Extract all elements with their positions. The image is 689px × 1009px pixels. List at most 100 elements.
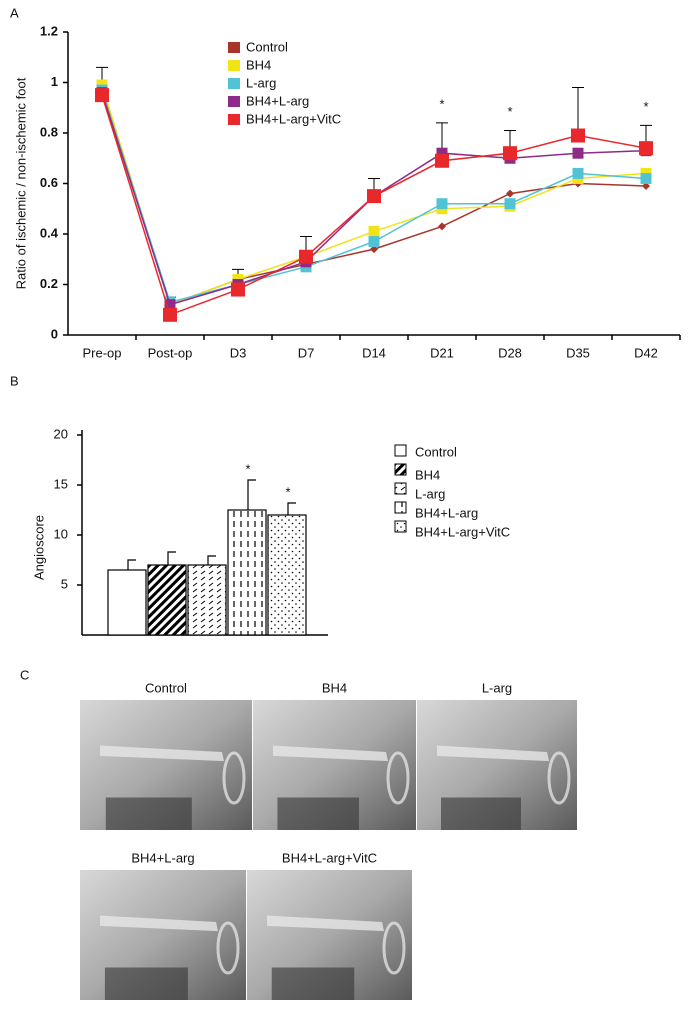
panel-label: B	[10, 373, 19, 388]
marker	[640, 172, 652, 184]
x-tick-label: Post-op	[148, 345, 193, 360]
legend-swatch	[228, 114, 240, 125]
error-bar	[207, 555, 216, 565]
legend-swatch	[394, 444, 407, 457]
marker	[95, 88, 109, 103]
marker	[438, 222, 446, 231]
legend-label: Control	[415, 444, 457, 459]
y-tick-label: 1	[51, 74, 58, 89]
y-tick-label: 0.2	[40, 276, 58, 291]
x-tick-label: Pre-op	[82, 345, 121, 360]
annotation: *	[285, 484, 290, 499]
legend-label: BH4+L-arg	[415, 505, 478, 520]
image-label: BH4+L-arg+VitC	[282, 850, 377, 865]
y-tick-label: 15	[54, 476, 68, 491]
joint	[547, 751, 571, 805]
bone	[100, 745, 224, 762]
bar	[187, 564, 227, 636]
legend-swatch	[228, 78, 240, 89]
marker	[231, 282, 245, 297]
y-tick-label: 20	[54, 426, 68, 441]
joint	[386, 751, 410, 805]
marker	[368, 236, 380, 248]
x-tick-label: D28	[498, 345, 522, 360]
marker	[572, 147, 584, 159]
marker	[435, 153, 449, 168]
legend-label: L-arg	[415, 486, 445, 501]
marker	[503, 146, 517, 161]
error-bar	[127, 559, 136, 570]
marker	[571, 128, 585, 143]
legend-swatch	[394, 501, 407, 514]
xray-image	[247, 870, 412, 1000]
shadow	[441, 797, 521, 830]
xray-image	[80, 700, 252, 830]
shadow	[277, 797, 359, 830]
bar	[227, 509, 267, 636]
y-axis-title: Ratio of ischemic / non-ischemic foot	[13, 77, 28, 289]
shadow	[271, 967, 355, 1000]
x-tick-label: D42	[634, 345, 658, 360]
legend-label: L-arg	[246, 75, 276, 90]
xray-image	[80, 870, 246, 1000]
annotation: *	[439, 96, 444, 111]
panel-label: A	[10, 5, 19, 20]
legend-swatch	[394, 482, 407, 495]
legend-swatch	[228, 60, 240, 71]
y-tick-label: 0	[51, 326, 58, 341]
error-bar	[572, 87, 584, 136]
marker	[164, 299, 176, 311]
error-bar	[247, 479, 256, 510]
legend-label: BH4	[415, 467, 440, 482]
image-label: Control	[145, 680, 187, 695]
bone	[437, 745, 549, 762]
error-bar	[167, 551, 176, 565]
y-tick-label: 5	[61, 576, 68, 591]
error-bar	[287, 502, 296, 515]
xray-image	[253, 700, 416, 830]
bone	[100, 915, 218, 932]
annotation: *	[245, 461, 250, 476]
bar	[267, 514, 307, 636]
legend-swatch	[394, 520, 407, 533]
marker	[436, 147, 448, 159]
marker	[504, 198, 516, 210]
bar	[107, 569, 147, 636]
x-tick-label: D7	[298, 345, 315, 360]
bone	[267, 915, 384, 932]
y-tick-label: 10	[54, 526, 68, 541]
x-tick-label: D21	[430, 345, 454, 360]
marker	[436, 198, 448, 210]
marker	[368, 225, 380, 237]
y-tick-label: 1.2	[40, 23, 58, 38]
legend-label: BH4+L-arg+VitC	[415, 524, 510, 539]
x-tick-label: D35	[566, 345, 590, 360]
legend-label: Control	[246, 39, 288, 54]
annotation: *	[643, 99, 648, 114]
y-tick-label: 0.6	[40, 175, 58, 190]
joint	[216, 921, 240, 975]
legend-label: BH4	[246, 57, 271, 72]
shadow	[104, 967, 188, 1000]
image-label: BH4+L-arg	[131, 850, 194, 865]
bar	[147, 564, 187, 636]
x-tick-label: D3	[230, 345, 247, 360]
legend-swatch	[228, 42, 240, 53]
joint	[382, 921, 406, 975]
joint	[222, 751, 246, 805]
image-label: BH4	[322, 680, 347, 695]
y-tick-label: 0.8	[40, 124, 58, 139]
shadow	[105, 797, 192, 830]
bone	[273, 745, 388, 762]
legend-label: BH4+L-arg	[246, 93, 309, 108]
marker	[367, 189, 381, 204]
y-axis-title: Angioscore	[31, 515, 46, 580]
x-tick-label: D14	[362, 345, 386, 360]
xray-image	[417, 700, 577, 830]
legend-swatch	[394, 463, 407, 476]
legend-swatch	[228, 96, 240, 107]
marker	[642, 182, 650, 191]
marker	[163, 307, 177, 322]
y-tick-label: 0.4	[40, 225, 59, 240]
